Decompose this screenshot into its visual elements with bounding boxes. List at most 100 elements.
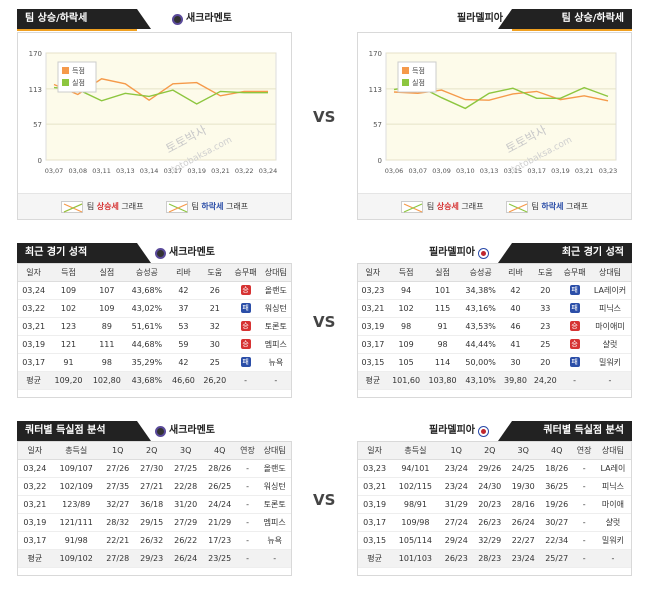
table-row: 03,24 109/107 27/26 27/30 27/25 28/26- 올랜도 — [18, 459, 291, 478]
column-header: 실점 — [424, 264, 461, 282]
column-header: 승성공 — [460, 264, 501, 282]
table-cell: 46 — [500, 317, 531, 336]
table-cell: 03,15 — [358, 353, 388, 372]
table-cell: - — [258, 549, 291, 568]
table-cell: 33 — [530, 299, 561, 318]
team-name-left: 새크라멘토 — [186, 13, 232, 24]
table-cell: 109 — [87, 299, 126, 318]
table-header-row: 일자 득점 실점 승성공 리바 도움 승무패 상대팀 — [358, 264, 631, 282]
recent-table-right: 일자 득점 실점 승성공 리바 도움 승무패 상대팀 03,23 94 101 34,38% 42 20 패… — [358, 264, 631, 390]
table-cell: 29/15 — [134, 513, 169, 532]
table-cell: 123 — [49, 317, 88, 336]
table-cell: 91 — [424, 317, 461, 336]
table-cell: 03,24 — [18, 459, 52, 478]
table-cell: 34,38% — [460, 281, 501, 300]
table-cell: 26/25 — [202, 477, 237, 496]
legend-down-prefix: 팀 — [191, 202, 202, 211]
table-cell: 26/24 — [168, 549, 203, 568]
table-cell: 승 — [560, 317, 589, 336]
x-tick-label: 03,17 — [164, 167, 183, 175]
table-cell: 36/18 — [134, 495, 169, 514]
table-cell: 44,68% — [126, 335, 168, 354]
team-name-right: 필라델피아 — [429, 247, 475, 258]
table-cell: 98/91 — [391, 495, 440, 514]
table-cell: 26/23 — [473, 513, 507, 532]
table-cell: 31/20 — [168, 495, 203, 514]
table-cell: 94 — [387, 281, 425, 300]
legend-up-prefix: 팀 — [426, 202, 437, 211]
table-cell: 19/26 — [539, 495, 574, 514]
column-header: 상대팀 — [258, 442, 291, 460]
table-cell: 25/27 — [539, 549, 574, 568]
table-cell: 43,68% — [126, 281, 168, 300]
table-cell: 24/24 — [202, 495, 237, 514]
recent-panel-left: 일자 득점 실점 승성공 리바 도움 승무패 상대팀 03,24 109 107 43,68% 42 26… — [17, 263, 292, 398]
table-row: 03,17 91 98 35,29% 42 25 패 뉴욕 — [18, 353, 291, 372]
sacramento-logo-icon — [155, 425, 166, 437]
table-cell: 50,00% — [460, 353, 501, 372]
table-cell: - — [230, 371, 261, 390]
column-header: 연장 — [573, 442, 595, 460]
table-cell: 21 — [199, 299, 231, 318]
average-row: 평균 101/103 26/23 28/23 23/24 25/27- - — [358, 549, 631, 568]
table-cell: - — [236, 531, 259, 550]
table-cell: 40 — [500, 299, 531, 318]
table-cell: 03,19 — [18, 335, 50, 354]
table-cell: 42 — [167, 281, 200, 300]
table-row: 03,15 105 114 50,00% 30 20 패 밀워키 — [358, 353, 631, 372]
table-cell: 패 — [560, 299, 589, 318]
table-header-row: 일자 총득실 1Q 2Q 3Q 4Q 연장 상대팀 — [18, 442, 291, 460]
legend-up-word: 상승세 — [96, 202, 119, 211]
table-cell: 39,80 — [500, 371, 531, 390]
table-row: 03,21 102/115 23/24 24/30 19/30 36/25- 피닉스 — [358, 477, 631, 496]
table-cell: 25 — [530, 335, 561, 354]
table-cell: 101,60 — [387, 371, 425, 390]
team-name-left: 새크라멘토 — [169, 425, 215, 436]
column-header: 2Q — [473, 442, 507, 460]
table-cell: 103,80 — [424, 371, 461, 390]
table-cell: 03,17 — [18, 531, 52, 550]
x-tick-label: 03,08 — [68, 167, 87, 175]
team-label-right: 필라델피아 — [429, 424, 489, 438]
table-cell: - — [236, 459, 259, 478]
column-header: 득점 — [387, 264, 425, 282]
table-cell: 승 — [230, 281, 261, 300]
table-cell: 105 — [387, 353, 425, 372]
table-cell: 19/30 — [506, 477, 540, 496]
team-name-right: 필라델피아 — [429, 425, 475, 436]
table-cell: 패 — [230, 299, 261, 318]
trend-chart-right: 0 57 113 170 03,06 03,07 03,09 03,10 03,13 03,15 0… — [369, 50, 618, 175]
philadelphia-logo-icon — [478, 425, 489, 437]
column-header: 리바 — [167, 264, 200, 282]
table-row: 03,22 102 109 43,02% 37 21 패 워싱턴 — [18, 299, 291, 318]
x-tick-label: 03,07 — [45, 167, 64, 175]
table-cell: 32 — [199, 317, 231, 336]
table-cell: 109/102 — [51, 549, 101, 568]
table-row: 03,21 102 115 43,16% 40 33 패 피닉스 — [358, 299, 631, 318]
table-row: 03,22 102/109 27/35 27/21 22/28 26/25- 워싱턴 — [18, 477, 291, 496]
column-header: 총득실 — [391, 442, 440, 460]
table-cell: 03,24 — [18, 281, 50, 300]
table-cell: 51,61% — [126, 317, 168, 336]
trend-panel-left: 0 57 113 170 03,07 03,08 03,11 03,13 03,14 03,17 0… — [17, 32, 292, 220]
quarter-table-left: 일자 총득실 1Q 2Q 3Q 4Q 연장 상대팀 03,24 109/107 27/26 27/30… — [18, 442, 291, 568]
table-cell: 토론토 — [258, 495, 291, 514]
trend-panel-right: 0 57 113 170 03,06 03,07 03,09 03,10 03,13 03,15 0… — [357, 32, 632, 220]
quarter-header-right: 필라델피아 쿼터별 득실점 분석 — [357, 421, 632, 443]
legend-down-word: 하락세 — [201, 202, 224, 211]
column-header: 일자 — [18, 264, 50, 282]
legend-up: 팀 상승세 그래프 — [60, 200, 144, 213]
table-cell: 패 — [560, 353, 589, 372]
table-cell: 03,19 — [358, 495, 392, 514]
table-cell: - — [573, 495, 595, 514]
column-header: 일자 — [358, 442, 392, 460]
y-tick-label: 57 — [33, 121, 42, 129]
y-tick-label: 113 — [29, 86, 42, 94]
table-cell: 29/26 — [473, 459, 507, 478]
table-cell: 마이애 — [594, 495, 631, 514]
table-cell: - — [260, 371, 291, 390]
table-cell: 21/29 — [202, 513, 237, 532]
table-cell: 98 — [424, 335, 461, 354]
table-row: 03,23 94 101 34,38% 42 20 패 LA레이커 — [358, 281, 631, 300]
legend-up-suffix: 그래프 — [118, 202, 144, 211]
